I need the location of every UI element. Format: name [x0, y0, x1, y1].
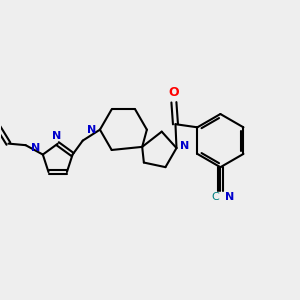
Text: O: O — [169, 86, 179, 99]
Text: N: N — [87, 125, 96, 135]
Text: C: C — [211, 192, 219, 202]
Text: N: N — [52, 131, 61, 141]
Text: N: N — [180, 142, 190, 152]
Text: N: N — [31, 143, 40, 153]
Text: N: N — [225, 192, 234, 202]
